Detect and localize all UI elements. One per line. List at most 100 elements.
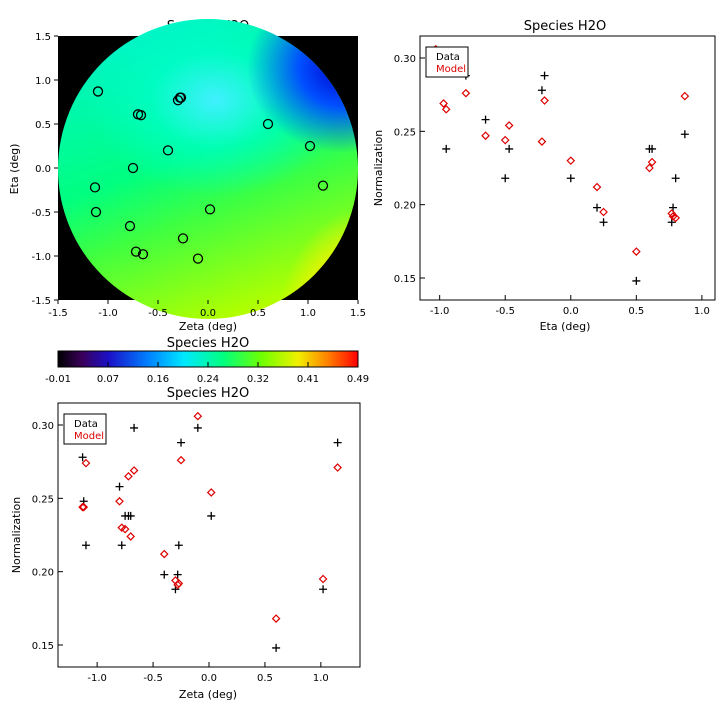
eta-xtick-label: -1.0 bbox=[430, 306, 450, 317]
zeta-points bbox=[78, 411, 342, 652]
eta-xtick-label: 0.0 bbox=[563, 306, 579, 317]
eta-model-point bbox=[481, 131, 490, 141]
eta-model-point bbox=[667, 209, 677, 218]
map-ylabel: Eta (deg) bbox=[8, 144, 21, 195]
zeta-title: Species H2O bbox=[167, 386, 249, 401]
eta-model-point bbox=[671, 213, 681, 223]
zeta-model-point bbox=[126, 532, 136, 541]
map-panel: Species H2O -1.5-1.0-0.50.00.51.01.51.51… bbox=[8, 19, 366, 333]
station-marker bbox=[192, 253, 204, 264]
zeta-xlabel: Zeta (deg) bbox=[179, 688, 237, 701]
zeta-model-point bbox=[206, 488, 216, 497]
eta-model-point bbox=[566, 156, 576, 166]
zeta-xtick-label: -0.5 bbox=[143, 673, 163, 684]
eta-data-point bbox=[481, 115, 490, 124]
zeta-data-point bbox=[272, 643, 281, 652]
map-xtick-label: 1.5 bbox=[350, 308, 366, 319]
zeta-data-point bbox=[173, 570, 182, 579]
colorbar-ticks: -0.01 0.07 0.16 0.24 0.32 0.41 0.49 bbox=[45, 362, 369, 385]
eta-xtick-label: -0.5 bbox=[495, 306, 515, 317]
zeta-xtick-label: 1.0 bbox=[313, 673, 329, 684]
zeta-legend-data: Data bbox=[74, 419, 98, 430]
zeta-legend-model: Model bbox=[74, 431, 104, 442]
eta-xlabel: Eta (deg) bbox=[540, 320, 591, 333]
zeta-ytick-label: 0.15 bbox=[32, 641, 54, 652]
zeta-model-point bbox=[333, 463, 342, 472]
zeta-model-point bbox=[78, 502, 87, 512]
eta-model-point bbox=[439, 99, 448, 108]
station-marker bbox=[135, 110, 147, 121]
eta-model-point bbox=[441, 104, 451, 114]
map-field bbox=[58, 19, 358, 319]
zeta-model-point bbox=[271, 614, 281, 623]
zeta-model-point bbox=[176, 455, 186, 465]
eta-model-point bbox=[461, 88, 471, 98]
eta-title: Species H2O bbox=[524, 19, 606, 34]
eta-xtick-label: 0.5 bbox=[628, 306, 644, 317]
map-xtick-label: 0.5 bbox=[250, 308, 266, 319]
zeta-legend-box bbox=[63, 413, 107, 445]
eta-model-point bbox=[500, 135, 510, 145]
station-marker bbox=[304, 140, 316, 152]
station-marker bbox=[204, 204, 216, 215]
colorbar-tick-label: 0.24 bbox=[197, 374, 219, 385]
colorbar-tick-label: 0.49 bbox=[347, 374, 369, 385]
zeta-ytick-label: 0.25 bbox=[32, 494, 54, 505]
eta-legend: Data Model bbox=[425, 46, 469, 78]
map-axes: -1.5 -1.0 -0.5 0.0 0.5 1.0 1.5 1.5 1.0 0.5 0.0 -0.5… bbox=[31, 32, 365, 319]
map-stations bbox=[89, 86, 329, 264]
zeta-xtick-label: 0.5 bbox=[257, 673, 273, 684]
eta-data-point bbox=[442, 144, 451, 153]
eta-plot-frame bbox=[419, 35, 716, 301]
eta-data-point bbox=[667, 218, 676, 227]
map-xtick-label: 1.0 bbox=[300, 308, 316, 319]
zeta-data-point bbox=[319, 585, 328, 594]
station-marker bbox=[172, 95, 184, 106]
eta-data-point bbox=[593, 203, 601, 212]
zeta-model-point bbox=[159, 549, 169, 559]
station-marker bbox=[92, 86, 104, 97]
eta-data-point bbox=[505, 144, 514, 153]
zeta-legend: Data Model bbox=[63, 413, 107, 445]
map-xtick-label: -0.5 bbox=[148, 308, 168, 319]
eta-model-point bbox=[647, 157, 657, 167]
map-xlabel: Zeta (deg) bbox=[179, 320, 237, 333]
eta-model-point bbox=[540, 96, 549, 105]
map-ytick-label: -1.0 bbox=[31, 252, 51, 263]
station-marker bbox=[162, 145, 174, 156]
eta-model-point bbox=[504, 121, 514, 130]
station-marker bbox=[124, 220, 136, 232]
eta-ytick-label: 0.20 bbox=[394, 201, 416, 212]
eta-data-point bbox=[566, 174, 575, 183]
zeta-model-point bbox=[124, 471, 133, 481]
station-marker bbox=[127, 162, 139, 174]
eta-data-point bbox=[648, 144, 657, 153]
map-xtick-label: 0.0 bbox=[200, 308, 216, 319]
station-marker bbox=[89, 182, 101, 193]
zeta-model-point bbox=[81, 458, 91, 468]
zeta-model-point bbox=[115, 496, 124, 506]
eta-data-point bbox=[632, 276, 641, 285]
station-marker bbox=[90, 206, 102, 218]
colorbar-tick-label: 0.07 bbox=[97, 374, 119, 385]
zeta-model-point bbox=[129, 466, 139, 475]
zeta-data-point bbox=[130, 423, 139, 432]
eta-legend-data: Data bbox=[436, 52, 460, 63]
station-marker bbox=[177, 233, 189, 244]
station-marker bbox=[317, 180, 329, 191]
eta-data-point bbox=[680, 130, 689, 139]
eta-data-point bbox=[599, 218, 608, 227]
zeta-data-point bbox=[177, 438, 186, 447]
map-ytick-label: -1.5 bbox=[31, 296, 51, 307]
map-ytick-label: 0.0 bbox=[35, 164, 51, 175]
zeta-model-point bbox=[174, 579, 184, 588]
zeta-model-point bbox=[120, 524, 130, 534]
zeta-data-point bbox=[207, 511, 216, 520]
eta-model-point bbox=[645, 163, 654, 173]
eta-ytick-label: 0.15 bbox=[394, 274, 416, 285]
eta-data-point bbox=[537, 86, 546, 95]
station-marker bbox=[137, 249, 149, 260]
zeta-data-point bbox=[160, 570, 169, 579]
zeta-xtick-label: 0.0 bbox=[201, 673, 217, 684]
